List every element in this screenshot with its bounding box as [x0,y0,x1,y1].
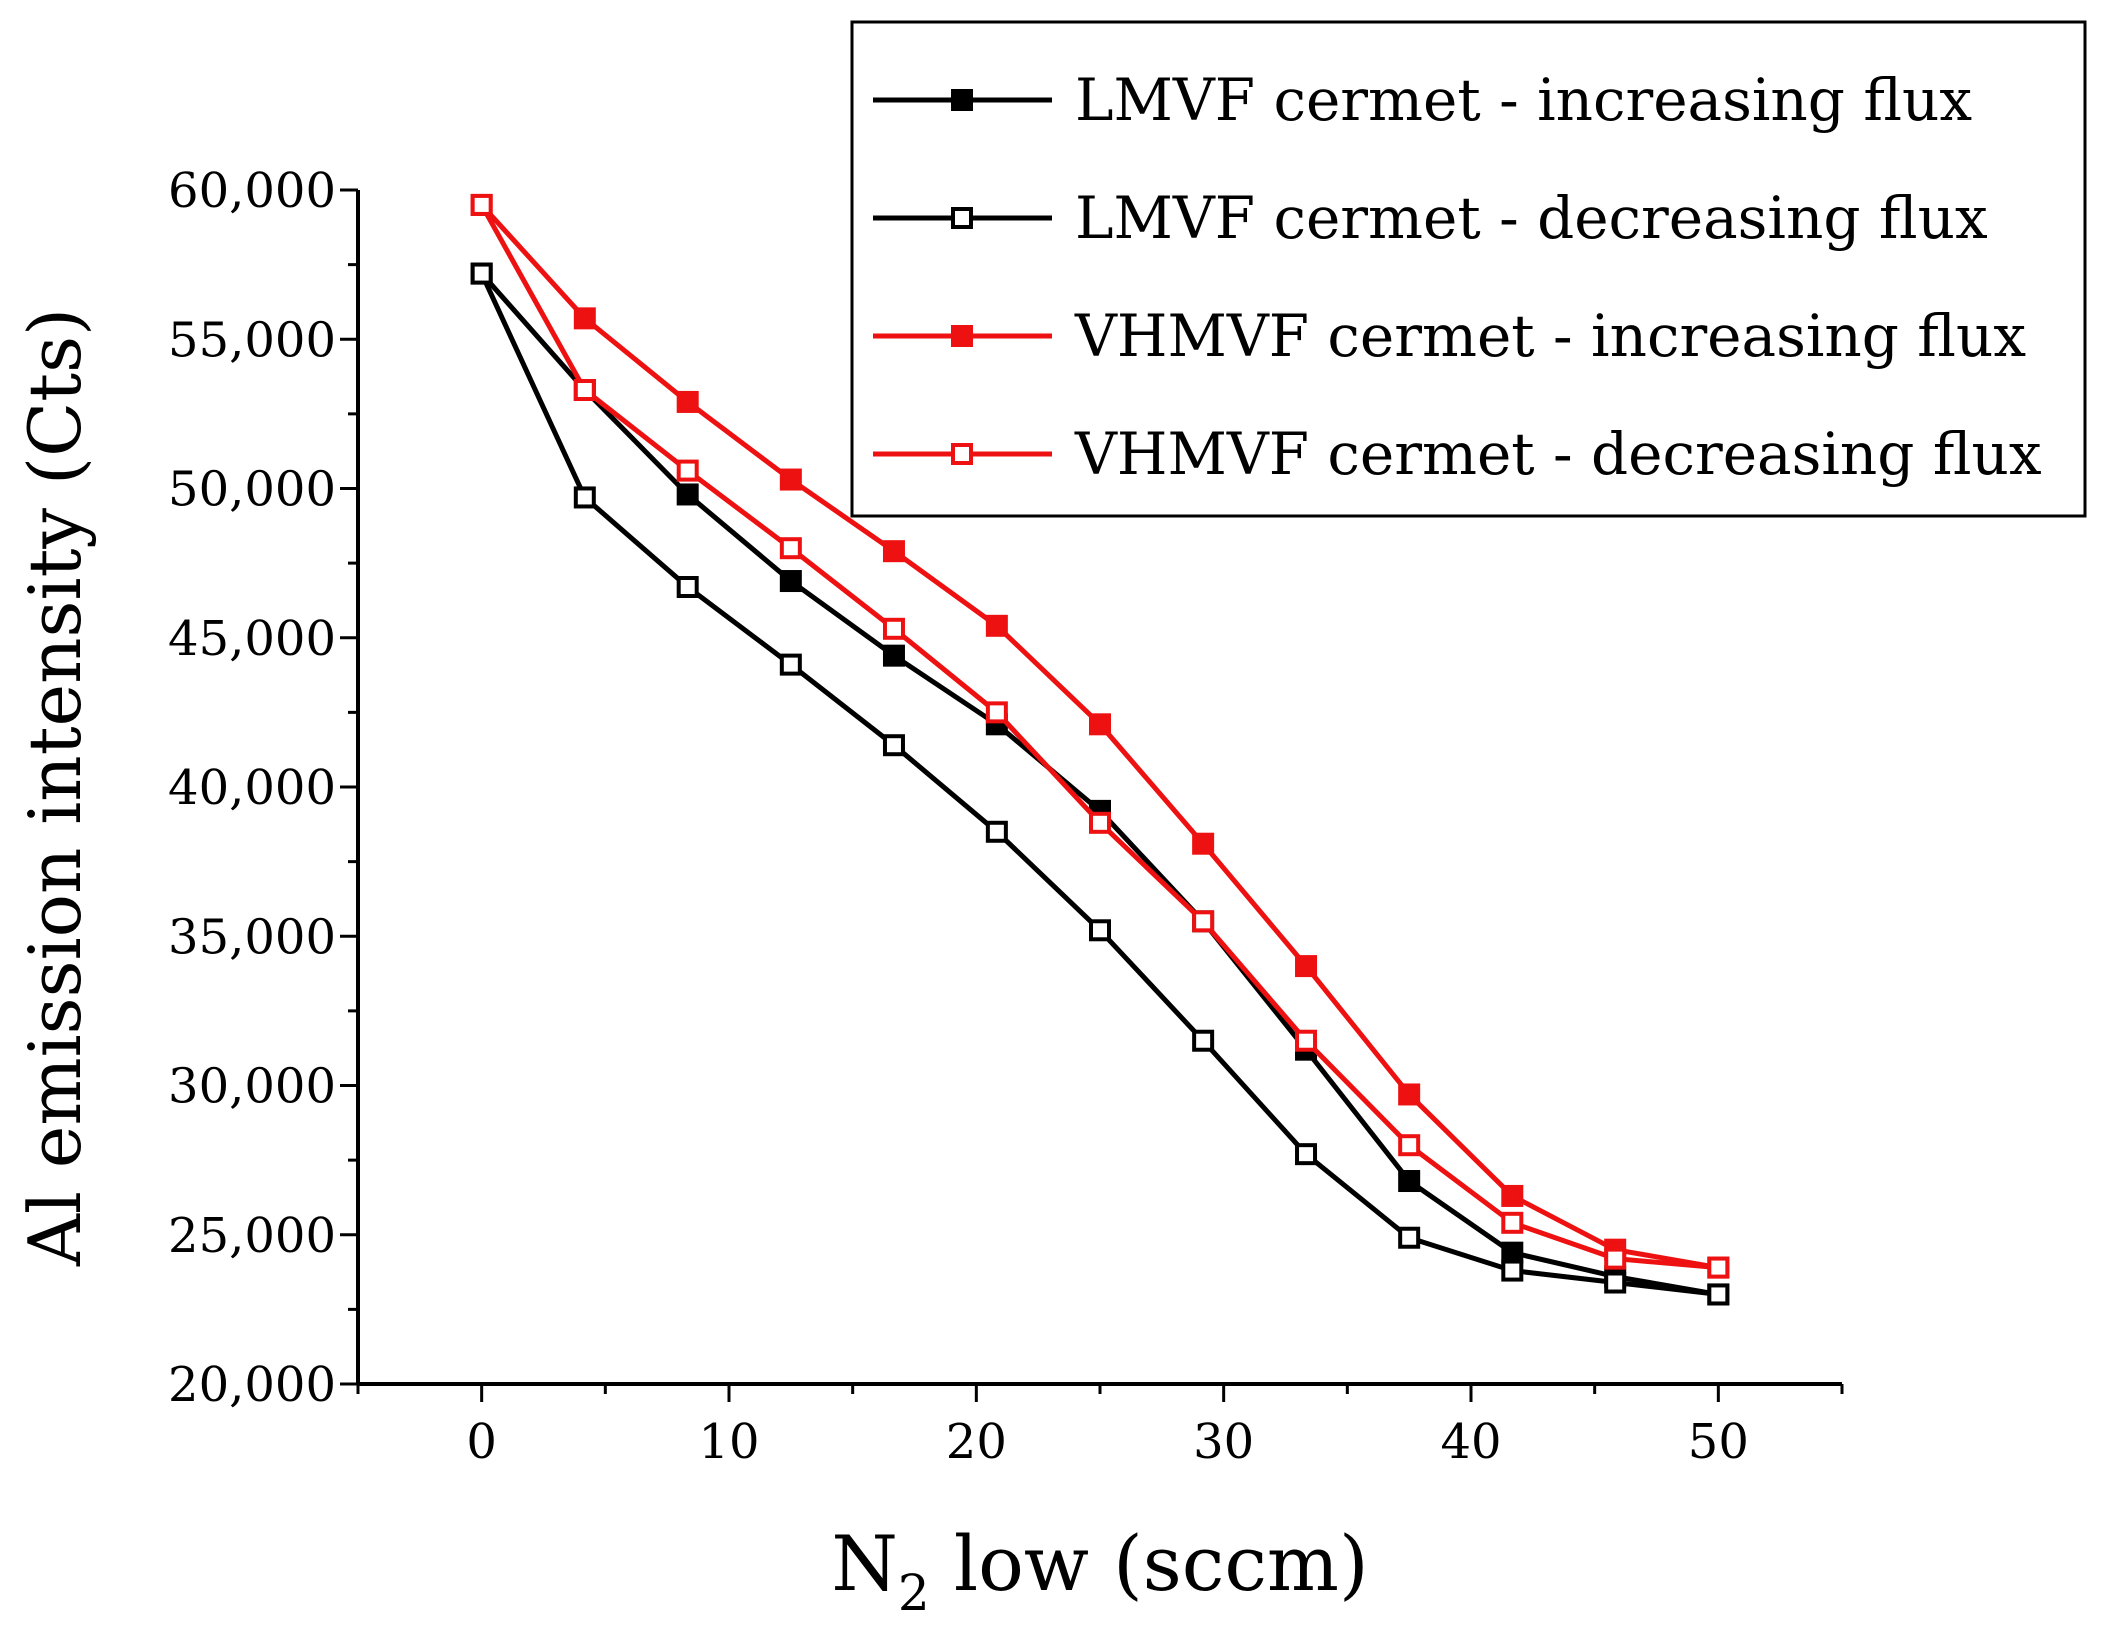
legend-marker [953,445,971,463]
data-point [576,381,594,399]
data-point [1091,921,1109,939]
data-point [473,265,491,283]
data-point [1503,1244,1521,1262]
y-tick-label: 30,000 [168,1059,336,1115]
data-point [782,572,800,590]
data-point [782,539,800,557]
data-point [1606,1274,1624,1292]
y-tick-label: 50,000 [168,462,336,518]
y-tick-label: 45,000 [168,611,336,667]
legend-label: VHMVF cermet - increasing flux [1074,302,2026,370]
x-tick-label: 20 [946,1414,1007,1470]
data-point [885,736,903,754]
data-point [885,542,903,560]
line-chart: 0 10 20 30 40 50 20,000 25,000 30,000 35,000 40,0… [0,0,2103,1634]
x-tick-label: 40 [1440,1414,1501,1470]
x-tick-label: 50 [1688,1414,1749,1470]
legend-marker [953,209,971,227]
legend-marker [953,327,971,345]
data-point [1297,1032,1315,1050]
y-axis-label: Al emission intensity (Cts) [13,308,97,1267]
legend-marker [953,91,971,109]
legend-label: LMVF cermet - increasing flux [1075,66,1972,134]
y-tick-label: 25,000 [168,1208,336,1264]
data-point [1091,715,1109,733]
data-point [679,462,697,480]
data-point [679,393,697,411]
data-point [679,578,697,596]
data-point [1194,1032,1212,1050]
legend-label: LMVF cermet - decreasing flux [1075,184,1988,252]
data-point [885,620,903,638]
x-tick-label: 30 [1193,1414,1254,1470]
x-tick-label: 10 [698,1414,759,1470]
data-point [782,471,800,489]
data-point [1709,1259,1727,1277]
data-point [1297,957,1315,975]
data-point [1503,1187,1521,1205]
data-point [1194,835,1212,853]
data-point [885,647,903,665]
data-point [679,485,697,503]
data-point [1091,814,1109,832]
data-point [576,309,594,327]
data-point [1194,912,1212,930]
data-point [1606,1250,1624,1268]
x-tick-label: 0 [466,1414,497,1470]
data-point [1400,1085,1418,1103]
data-point [782,656,800,674]
y-tick-labels: 20,000 25,000 30,000 35,000 40,000 45,000 50,0… [168,163,336,1413]
y-tick-label: 60,000 [168,163,336,219]
data-point [988,617,1006,635]
y-tick-label: 40,000 [168,760,336,816]
data-point [1400,1172,1418,1190]
data-point [988,703,1006,721]
data-point [1503,1214,1521,1232]
data-point [1400,1229,1418,1247]
legend: LMVF cermet - increasing flux LMVF cermet… [852,22,2085,516]
data-point [473,196,491,214]
data-point [576,488,594,506]
y-tick-label: 55,000 [168,312,336,368]
y-tick-label: 20,000 [168,1357,336,1413]
data-point [1400,1136,1418,1154]
data-point [988,823,1006,841]
data-point [1297,1145,1315,1163]
data-point [1503,1262,1521,1280]
y-tick-label: 35,000 [168,909,336,965]
legend-label: VHMVF cermet - decreasing flux [1074,420,2042,488]
data-point [1709,1285,1727,1303]
